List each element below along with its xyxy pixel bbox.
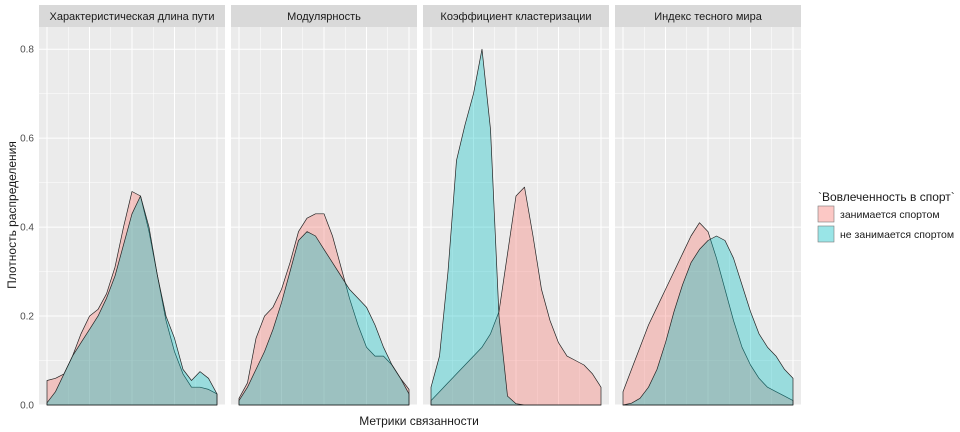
y-tick-label: 0.2 xyxy=(20,312,34,323)
y-axis-title: Плотность распределения xyxy=(5,141,19,289)
density-area-sport xyxy=(622,222,794,406)
legend-key-sport xyxy=(817,205,835,223)
x-axis-title: Метрики связанности xyxy=(359,414,479,428)
facet-strip xyxy=(231,5,417,27)
density-area-no-sport xyxy=(430,48,602,406)
legend-label-no-sport: не занимается спортом xyxy=(840,229,954,241)
facet-strip xyxy=(423,5,609,27)
density-area-no-sport xyxy=(238,231,410,406)
facet-strip xyxy=(615,5,801,27)
legend-key-no-sport xyxy=(817,225,835,243)
y-tick-label: 0.0 xyxy=(20,401,34,412)
facet-strip-title: Коэффициент кластеризации xyxy=(440,11,591,23)
y-tick-label: 0.4 xyxy=(20,223,34,234)
legend: `Вовлеченность в спорт` занимается спорт… xyxy=(817,190,955,243)
legend-title: `Вовлеченность в спорт` xyxy=(818,190,955,204)
density-area-no-sport xyxy=(46,195,218,406)
density-area-no-sport xyxy=(622,235,794,406)
facet-strip xyxy=(39,5,225,27)
facet-panels: 0.0 0.2 0.4 0.6 0.8 Характеристическая длина … xyxy=(20,5,801,412)
y-tick-label: 0.8 xyxy=(20,45,34,56)
density-area-sport xyxy=(430,186,602,406)
legend-label-sport: занимается спортом xyxy=(840,209,940,221)
facet-strip-title: Характеристическая длина пути xyxy=(49,11,214,23)
facet-strip-title: Индекс тесного мира xyxy=(654,11,763,23)
facet-strip-title: Модулярность xyxy=(287,11,361,23)
y-tick-label: 0.6 xyxy=(20,134,34,145)
